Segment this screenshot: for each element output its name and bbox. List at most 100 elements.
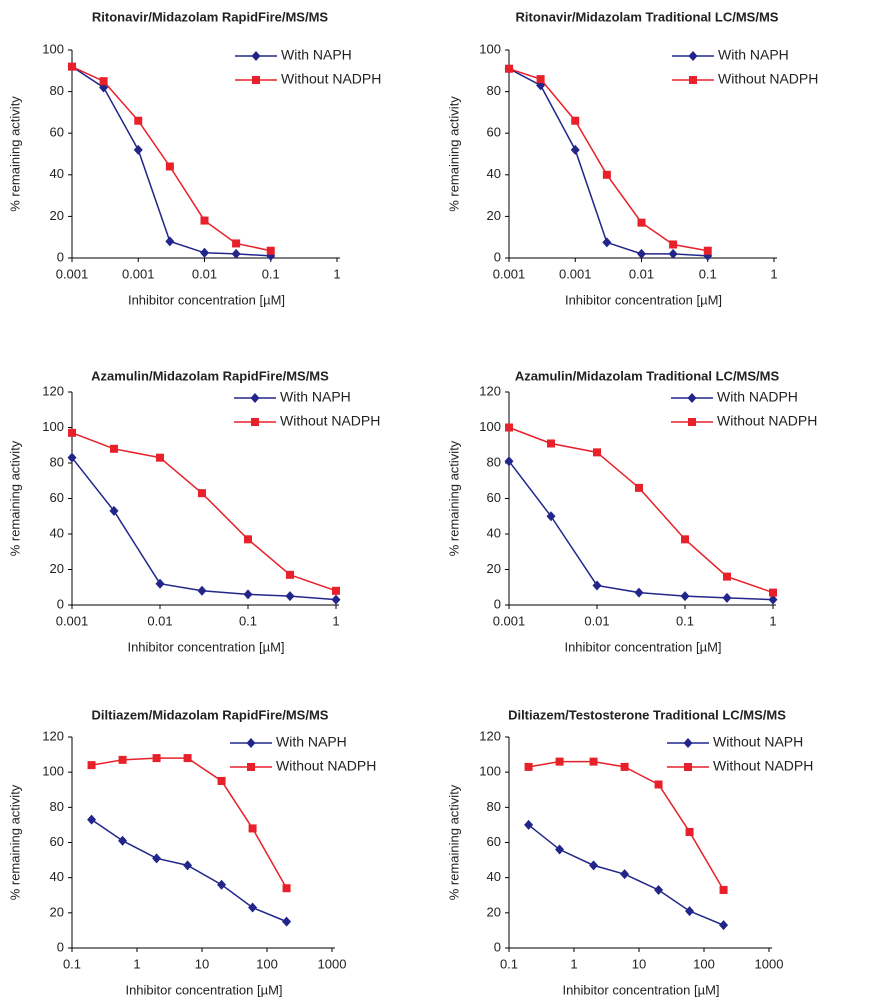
series-line xyxy=(528,760,725,891)
y-tick-label: 0 xyxy=(57,939,64,954)
marker xyxy=(602,170,611,179)
marker xyxy=(546,511,556,522)
marker xyxy=(282,884,291,893)
marker xyxy=(232,239,241,248)
x-axis-label: Inhibitor concentration [µM] xyxy=(128,292,285,307)
marker xyxy=(165,236,175,247)
marker xyxy=(570,144,580,155)
x-tick-label: 1 xyxy=(570,956,577,971)
marker xyxy=(87,761,96,770)
marker xyxy=(688,51,698,61)
y-tick-label: 40 xyxy=(487,869,501,884)
legend-label: Without NADPH xyxy=(718,71,818,87)
marker xyxy=(768,594,778,605)
marker xyxy=(769,588,777,597)
y-tick-label: 40 xyxy=(487,525,501,540)
marker xyxy=(620,762,629,771)
x-axis-label: Inhibitor concentration [µM] xyxy=(565,292,722,307)
y-tick-label: 100 xyxy=(479,41,501,56)
series-line xyxy=(91,819,287,923)
marker xyxy=(243,589,253,600)
y-tick-label: 100 xyxy=(479,764,501,779)
marker xyxy=(524,819,534,830)
y-tick-label: 120 xyxy=(42,728,64,743)
marker xyxy=(524,762,533,771)
x-axis-label: Inhibitor concentration [µM] xyxy=(125,982,282,997)
x-axis-label: Inhibitor concentration [µM] xyxy=(562,982,719,997)
marker xyxy=(183,754,192,763)
y-tick-label: 20 xyxy=(50,561,64,576)
series-line xyxy=(71,65,271,252)
chart-title: Ritonavir/Midazolam RapidFire/MS/MS xyxy=(92,9,329,24)
x-tick-label: 1 xyxy=(333,266,340,281)
marker xyxy=(620,869,630,880)
x-tick-label: 100 xyxy=(256,956,278,971)
x-tick-label: 0.001 xyxy=(493,266,526,281)
x-tick-label: 100 xyxy=(693,956,715,971)
y-tick-label: 0 xyxy=(494,596,501,611)
y-tick-label: 100 xyxy=(479,419,501,434)
y-axis-label: % remaining activity xyxy=(446,440,461,556)
y-tick-label: 100 xyxy=(42,419,64,434)
marker xyxy=(134,116,143,125)
marker xyxy=(668,248,678,259)
chart: Azamulin/Midazolam RapidFire/MS/MS 0 20 40 6… xyxy=(7,368,380,654)
legend-label: Without NADPH xyxy=(717,413,817,429)
x-axis-label: Inhibitor concentration [µM] xyxy=(564,639,721,654)
y-axis-label: % remaining activity xyxy=(446,784,461,900)
x-tick-label: 10 xyxy=(195,956,209,971)
x-tick-label: 0.1 xyxy=(262,266,280,281)
y-axis-label: % remaining activity xyxy=(7,96,22,212)
x-tick-label: 0.01 xyxy=(629,266,654,281)
marker xyxy=(197,585,207,596)
x-tick-label: 1 xyxy=(332,613,339,628)
marker xyxy=(133,144,143,155)
marker xyxy=(571,116,580,125)
marker xyxy=(589,860,599,871)
marker xyxy=(251,418,259,426)
marker xyxy=(87,814,97,825)
marker xyxy=(231,248,241,259)
marker xyxy=(183,860,193,871)
series-line xyxy=(508,68,708,257)
marker xyxy=(703,246,712,255)
x-tick-label: 0.1 xyxy=(239,613,257,628)
y-tick-label: 60 xyxy=(487,834,501,849)
legend-label: With NADPH xyxy=(717,389,798,405)
y-tick-label: 80 xyxy=(50,83,64,98)
legend-label: With NAPH xyxy=(718,47,789,63)
marker xyxy=(251,51,261,61)
marker xyxy=(152,754,161,763)
marker xyxy=(637,248,646,259)
marker xyxy=(504,456,514,467)
marker xyxy=(505,423,513,432)
y-tick-label: 80 xyxy=(487,799,501,814)
marker xyxy=(332,586,340,595)
chart-title: Azamulin/Midazolam RapidFire/MS/MS xyxy=(91,368,329,383)
marker xyxy=(546,439,555,448)
marker xyxy=(99,77,108,86)
y-tick-label: 120 xyxy=(479,728,501,743)
series-line xyxy=(71,457,337,601)
marker xyxy=(109,505,119,516)
y-axis-label: % remaining activity xyxy=(446,96,461,212)
legend-label: Without NADPH xyxy=(713,758,813,774)
y-tick-label: 80 xyxy=(50,799,64,814)
y-tick-label: 40 xyxy=(487,166,501,181)
y-tick-label: 100 xyxy=(42,764,64,779)
marker xyxy=(683,738,693,748)
marker xyxy=(118,755,127,764)
marker xyxy=(68,428,76,437)
series-line xyxy=(508,68,708,252)
x-tick-label: 0.01 xyxy=(584,613,609,628)
marker xyxy=(593,448,601,457)
x-tick-label: 1 xyxy=(770,266,777,281)
marker xyxy=(589,757,598,766)
marker xyxy=(244,535,252,544)
marker xyxy=(152,853,162,864)
x-tick-label: 0.1 xyxy=(63,956,81,971)
legend-label: Without NAPH xyxy=(713,734,803,750)
marker xyxy=(165,162,174,171)
y-tick-label: 40 xyxy=(50,166,64,181)
